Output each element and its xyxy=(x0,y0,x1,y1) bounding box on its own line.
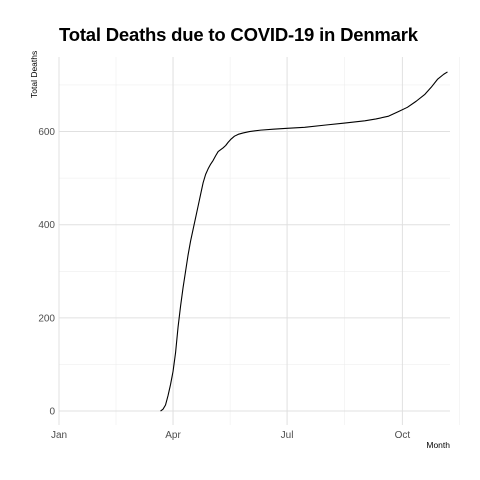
x-tick-label: Oct xyxy=(395,430,411,441)
y-tick-label: 400 xyxy=(38,220,55,231)
x-tick-label: Jul xyxy=(281,430,294,441)
x-axis-label: Month xyxy=(426,440,450,450)
y-tick-label: 600 xyxy=(38,127,55,138)
y-tick-label: 200 xyxy=(38,313,55,324)
x-tick-label: Apr xyxy=(165,430,181,441)
y-axis-label: Total Deaths xyxy=(29,50,39,98)
series-line xyxy=(160,71,448,412)
chart-title: Total Deaths due to COVID-19 in Denmark xyxy=(59,24,418,45)
y-tick-label: 0 xyxy=(49,407,55,418)
x-tick-label: Jan xyxy=(51,430,67,441)
